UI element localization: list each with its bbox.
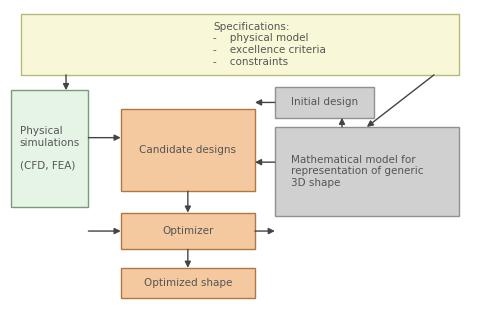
Text: Physical
simulations

(CFD, FEA): Physical simulations (CFD, FEA): [20, 126, 80, 171]
FancyBboxPatch shape: [120, 108, 255, 191]
FancyBboxPatch shape: [120, 213, 255, 249]
FancyBboxPatch shape: [120, 268, 255, 298]
Text: Optimized shape: Optimized shape: [144, 278, 232, 288]
Text: Initial design: Initial design: [291, 97, 358, 108]
FancyBboxPatch shape: [275, 127, 459, 216]
Text: Candidate designs: Candidate designs: [140, 145, 236, 155]
FancyBboxPatch shape: [12, 90, 88, 206]
Text: Optimizer: Optimizer: [162, 226, 214, 236]
Text: Mathematical model for
representation of generic
3D shape: Mathematical model for representation of…: [290, 155, 423, 188]
FancyBboxPatch shape: [275, 87, 374, 118]
FancyBboxPatch shape: [22, 14, 459, 75]
Text: Specifications:
-    physical model
-    excellence criteria
-    constraints: Specifications: - physical model - excel…: [214, 22, 326, 67]
